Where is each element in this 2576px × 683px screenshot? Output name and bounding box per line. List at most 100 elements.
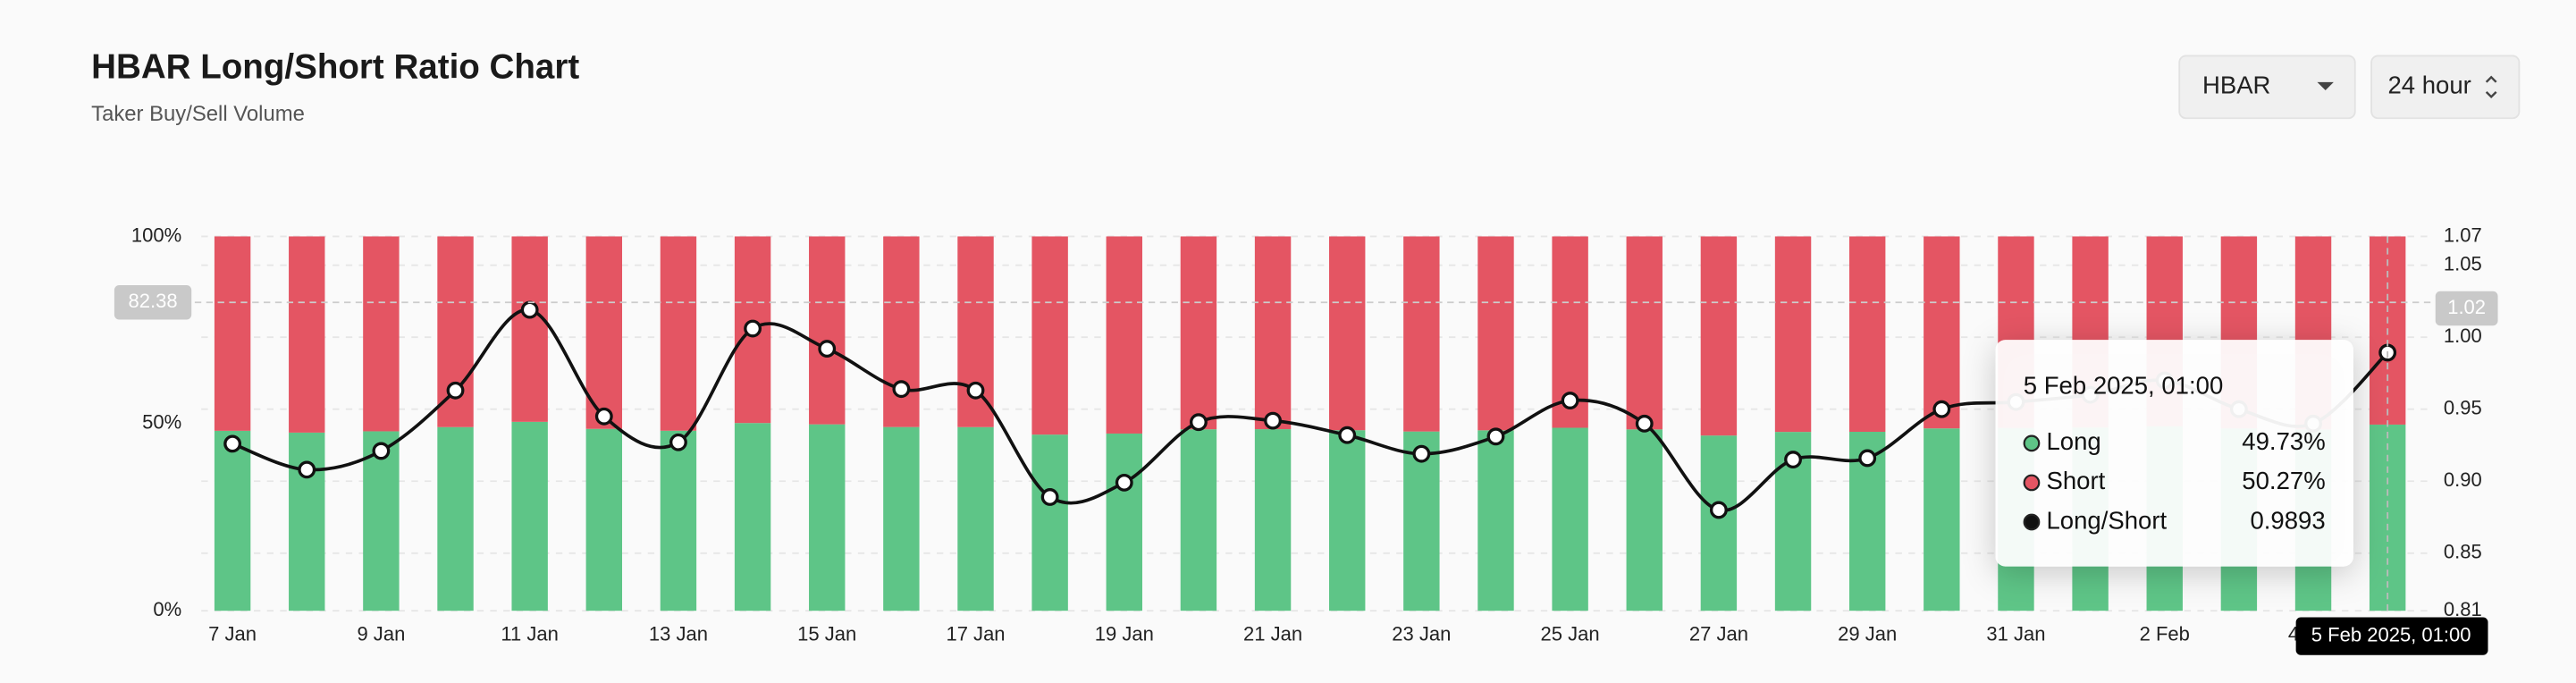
ratio-point <box>1115 473 1133 492</box>
short-bar <box>585 236 623 429</box>
select-box[interactable] <box>2178 55 2356 120</box>
ratio-point <box>594 407 613 426</box>
x-tick-label: 25 Jan <box>1541 623 1600 645</box>
symbol-select[interactable]: HBAR <box>2178 55 2356 120</box>
tooltip-swatch <box>2023 513 2041 531</box>
y2-tick-label: 1.00 <box>2444 325 2482 347</box>
y-tick-label: 100% <box>131 223 181 246</box>
ratio-point <box>744 319 762 338</box>
long-bar <box>363 431 400 611</box>
short-bar <box>1329 236 1366 431</box>
ratio-point <box>1635 414 1654 433</box>
short-bar <box>1626 236 1663 430</box>
long-bar <box>734 423 771 611</box>
ratio-point <box>1264 411 1282 430</box>
crosshair-y-label: 82.38 <box>128 290 177 312</box>
x-tick-label: 31 Jan <box>1986 623 2045 645</box>
ratio-point <box>446 381 465 400</box>
select-arrow <box>2317 81 2334 91</box>
long-bar <box>809 424 846 611</box>
ratio-point <box>1040 488 1059 506</box>
ratio-point <box>223 434 242 453</box>
x-tick-label: 29 Jan <box>1838 623 1897 645</box>
x-tick-label: 9 Jan <box>357 623 405 645</box>
x-tick-label: 27 Jan <box>1689 623 1748 645</box>
tooltip-title: 5 Feb 2025, 01:00 <box>2024 372 2224 400</box>
short-bar <box>511 236 548 422</box>
y-tick-label: 0% <box>153 598 181 620</box>
short-bar <box>660 236 697 431</box>
tooltip-value: 50.27% <box>2242 467 2325 494</box>
long-bar <box>957 426 994 611</box>
x-tick-label: 13 Jan <box>649 623 708 645</box>
long-bar <box>214 430 251 611</box>
short-bar <box>1477 236 1514 431</box>
ratio-point <box>520 300 539 319</box>
select-arrow <box>2485 75 2497 99</box>
crosshair-y-box <box>114 284 192 320</box>
x-tick-label: 21 Jan <box>1243 623 1302 645</box>
ratio-point <box>1561 392 1579 409</box>
long-bar <box>437 426 474 611</box>
short-bar <box>1700 236 1738 436</box>
short-bar <box>1403 236 1440 432</box>
long-bar <box>1626 429 1663 611</box>
interval-select[interactable]: 24 hour <box>2370 55 2521 120</box>
tooltip-value: 0.9893 <box>2250 506 2325 534</box>
long-bar <box>585 428 623 611</box>
ratio-point <box>669 433 687 451</box>
ratio-point <box>1858 449 1877 468</box>
x-tick-label: 15 Jan <box>797 623 856 645</box>
chart-subtitle: Taker Buy/Sell Volume <box>91 102 305 126</box>
long-bar <box>1552 427 1588 611</box>
tooltip-value: 49.73% <box>2242 427 2325 455</box>
ratio-point <box>966 381 985 400</box>
select-text[interactable]: HBAR <box>2202 72 2271 99</box>
y-tick-label: 50% <box>142 411 181 434</box>
long-bar <box>511 421 548 611</box>
ratio-point <box>1190 413 1208 432</box>
crosshair-y2-label: 1.02 <box>2447 296 2486 318</box>
long-bar <box>883 426 920 611</box>
long-bar <box>1477 430 1514 611</box>
x-tick-label: 19 Jan <box>1095 623 1154 645</box>
tooltip-swatch <box>2023 434 2041 452</box>
long-bar <box>1031 434 1068 611</box>
short-bar <box>289 236 325 433</box>
ratio-point <box>1486 427 1505 446</box>
tooltip-box <box>1995 340 2353 567</box>
ratio-point <box>1338 426 1357 444</box>
x-tick-label: 17 Jan <box>946 623 1005 645</box>
y2-tick-label: 0.95 <box>2444 397 2482 419</box>
short-bar <box>1924 236 1960 429</box>
x-tick-label: 2 Feb <box>2140 623 2190 645</box>
short-bar <box>1031 236 1068 435</box>
ratio-point <box>298 460 316 479</box>
select-text[interactable]: 24 hour <box>2387 72 2471 99</box>
chart-title: HBAR Long/Short Ratio Chart <box>91 47 579 86</box>
long-bar <box>1106 433 1142 611</box>
short-bar <box>1848 236 1886 432</box>
short-bar <box>1106 236 1142 434</box>
ratio-point <box>372 442 391 460</box>
y2-tick-label: 0.81 <box>2444 598 2482 620</box>
long-bar <box>1924 428 1960 611</box>
x-tick-label: 23 Jan <box>1392 623 1451 645</box>
short-bar <box>363 236 400 432</box>
tooltip-swatch <box>2023 474 2041 492</box>
select-box[interactable] <box>2370 55 2521 120</box>
long-bar <box>660 430 697 611</box>
x-tick-label: 11 Jan <box>501 623 558 645</box>
y2-tick-label: 1.07 <box>2444 223 2482 246</box>
short-bar <box>1774 236 1812 433</box>
plot: 0.81 0.85 0.90 0.95 1.00 1.05 1.07 0% 50% 100% 7 J… <box>114 223 2498 655</box>
long-bar <box>289 432 325 611</box>
tooltip-name: Long <box>2046 427 2100 455</box>
tooltip-name: Short <box>2046 467 2105 494</box>
ratio-point <box>1784 451 1802 469</box>
crosshair-x-label: 5 Feb 2025, 01:00 <box>2311 623 2471 645</box>
ratio-point <box>1412 444 1431 463</box>
crosshair-x-box <box>2295 617 2488 655</box>
